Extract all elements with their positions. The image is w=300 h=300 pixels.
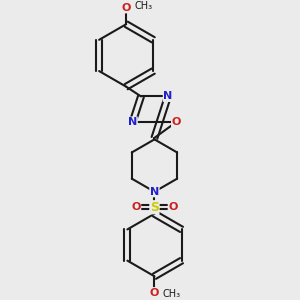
Text: O: O <box>172 117 181 127</box>
Text: CH₃: CH₃ <box>163 289 181 299</box>
Text: O: O <box>131 202 141 212</box>
Text: O: O <box>168 202 178 212</box>
Text: CH₃: CH₃ <box>134 1 153 11</box>
Text: N: N <box>163 92 172 101</box>
Text: S: S <box>150 201 159 214</box>
Text: N: N <box>150 187 159 197</box>
Text: O: O <box>150 288 159 298</box>
Text: O: O <box>122 3 131 13</box>
Text: N: N <box>128 117 137 127</box>
